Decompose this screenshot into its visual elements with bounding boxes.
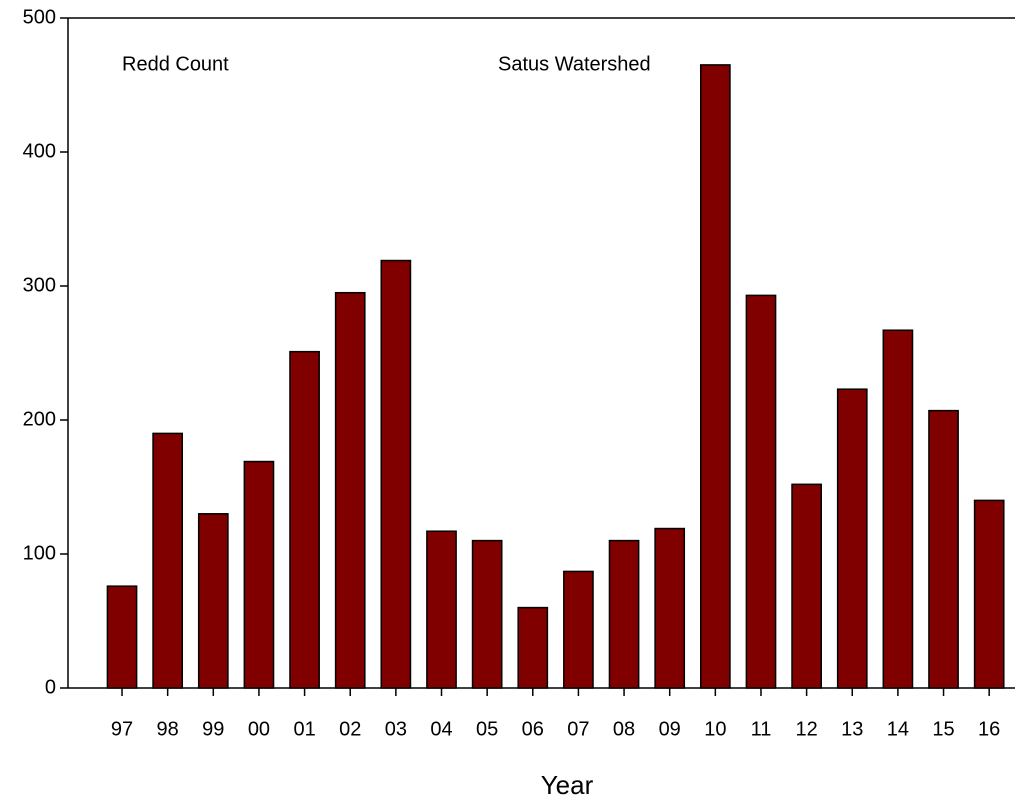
x-tick-label: 11 (751, 718, 772, 740)
x-tick-label: 04 (430, 718, 452, 740)
bar (563, 570, 594, 689)
annotation: Redd Count (122, 53, 229, 75)
bar (152, 432, 184, 689)
y-tick-label: 200 (23, 408, 56, 430)
bar (699, 64, 731, 689)
x-tick-label: 00 (248, 718, 270, 740)
x-tick-label: 15 (932, 718, 954, 740)
x-tick-label: 05 (476, 718, 498, 740)
bar (380, 259, 412, 689)
bar (608, 539, 640, 689)
x-axis-title: Year (541, 770, 594, 800)
bar (791, 483, 822, 689)
x-tick-label: 02 (339, 718, 361, 740)
bar (882, 329, 914, 689)
bar (654, 527, 686, 689)
x-tick-label: 09 (659, 718, 681, 740)
bar (243, 460, 275, 689)
bar (426, 530, 457, 689)
bar (334, 291, 366, 689)
x-tick-label: 01 (293, 718, 315, 740)
bar (928, 409, 959, 689)
x-tick-label: 97 (111, 718, 133, 740)
x-tick-label: 14 (887, 718, 909, 740)
y-tick-label: 0 (45, 676, 56, 698)
x-tick-label: 98 (157, 718, 179, 740)
y-tick-label: 100 (23, 542, 56, 564)
x-tick-label: 99 (202, 718, 224, 740)
x-tick-label: 10 (704, 718, 726, 740)
bar (289, 350, 320, 689)
y-tick-label: 400 (23, 140, 56, 162)
bar (517, 606, 549, 689)
x-tick-label: 16 (978, 718, 1000, 740)
x-tick-label: 03 (385, 718, 407, 740)
bar (197, 513, 229, 689)
bar (471, 539, 503, 689)
x-tick-label: 13 (841, 718, 863, 740)
x-tick-label: 08 (613, 718, 635, 740)
x-tick-label: 06 (522, 718, 544, 740)
annotation: Satus Watershed (498, 53, 651, 75)
bar (836, 388, 868, 689)
y-tick-label: 500 (23, 6, 56, 28)
bar (106, 585, 138, 689)
y-tick-label: 300 (23, 274, 56, 296)
bar (745, 294, 777, 689)
bar (973, 499, 1005, 689)
x-tick-label: 07 (567, 718, 589, 740)
x-tick-label: 12 (795, 718, 817, 740)
